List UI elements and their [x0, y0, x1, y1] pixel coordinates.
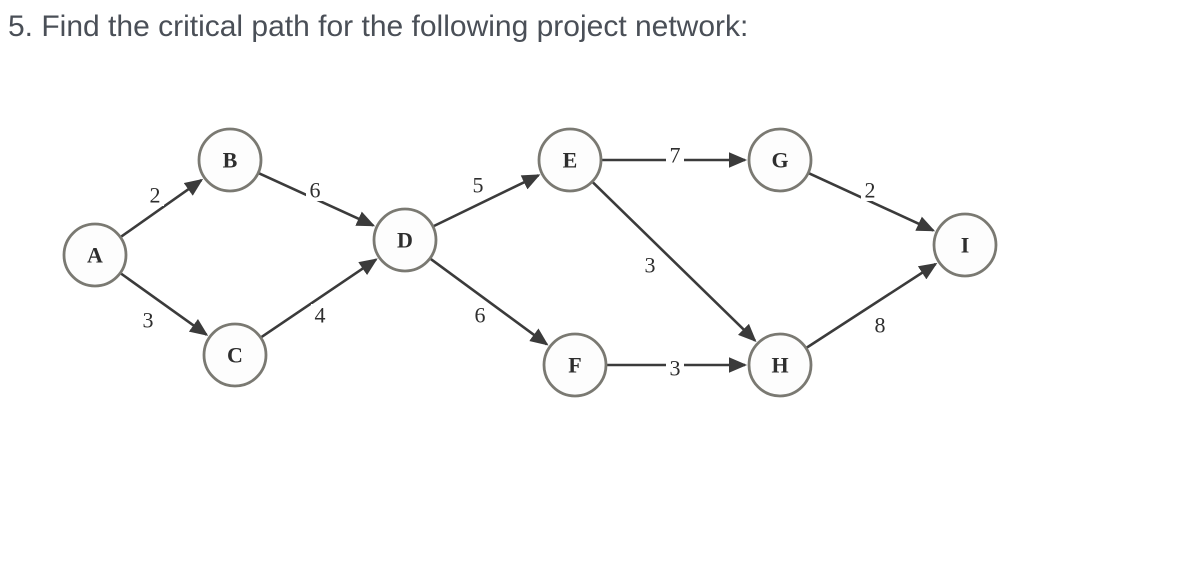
node-label-H: H — [771, 353, 788, 378]
edge-weight-A-B: 2 — [150, 183, 161, 208]
node-E: E — [539, 129, 601, 191]
node-F: F — [544, 334, 606, 396]
node-label-F: F — [568, 353, 581, 378]
edge-weight-A-C: 3 — [143, 308, 154, 333]
nodes-layer: A B C D E F G H I — [64, 129, 996, 396]
node-label-C: C — [227, 343, 243, 368]
edge-weight-F-H: 3 — [670, 356, 681, 381]
node-A: A — [64, 224, 126, 286]
node-G: G — [749, 129, 811, 191]
edge-weight-D-E: 5 — [473, 173, 484, 198]
edge-A-C — [120, 273, 206, 335]
node-label-E: E — [563, 148, 578, 173]
edge-weight-D-F: 6 — [475, 303, 486, 328]
edge-weight-B-D: 6 — [310, 178, 321, 203]
edge-weight-C-D: 4 — [315, 303, 326, 328]
node-label-D: D — [397, 228, 413, 253]
node-I: I — [934, 214, 996, 276]
edge-weight-H-I: 8 — [875, 313, 886, 338]
edge-D-F — [430, 258, 547, 344]
node-label-A: A — [87, 243, 103, 268]
node-label-I: I — [961, 233, 970, 258]
edge-weight-E-H: 3 — [645, 253, 656, 278]
node-H: H — [749, 334, 811, 396]
node-D: D — [374, 209, 436, 271]
node-label-B: B — [223, 148, 238, 173]
question-title: 5. Find the critical path for the follow… — [8, 10, 748, 44]
node-C: C — [204, 324, 266, 386]
edge-H-I — [806, 264, 936, 348]
project-network-diagram: 2 3 6 4 5 6 7 3 3 2 8 A B C D E F G H I — [40, 100, 1020, 440]
edge-weight-G-I: 2 — [865, 178, 876, 203]
node-label-G: G — [771, 148, 788, 173]
edge-E-H — [592, 182, 755, 341]
edge-weight-E-G: 7 — [670, 143, 681, 168]
node-B: B — [199, 129, 261, 191]
